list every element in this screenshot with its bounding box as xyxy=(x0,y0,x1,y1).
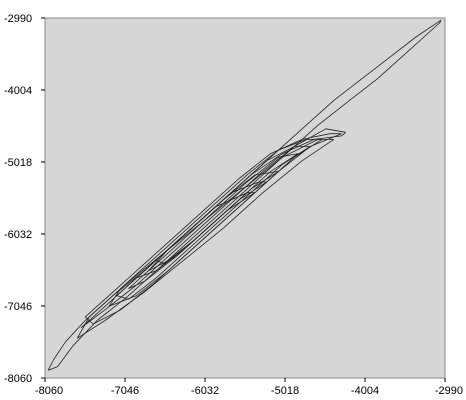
y-tick-label: -7046 xyxy=(4,301,32,313)
y-tick-label: -4004 xyxy=(4,85,32,97)
y-tick-label: -8060 xyxy=(4,373,32,385)
x-tick-label: -4004 xyxy=(351,385,379,397)
trajectory-series xyxy=(47,19,442,371)
y-axis-ticks: -2990 -4004 -5018 -6032 -7046 -8060 xyxy=(4,13,45,385)
trajectory-line xyxy=(47,19,442,371)
x-tick-label: -7046 xyxy=(111,385,139,397)
x-tick-label: -8060 xyxy=(35,385,63,397)
x-axis-ticks: -8060 -7046 -6032 -5018 -4004 -2990 xyxy=(35,378,463,397)
trajectory-line xyxy=(155,192,256,265)
y-tick-label: -6032 xyxy=(4,229,32,241)
x-tick-label: -2990 xyxy=(435,385,463,397)
x-tick-label: -5018 xyxy=(271,385,299,397)
trajectory-line xyxy=(108,138,323,307)
trajectory-line xyxy=(76,138,335,339)
y-tick-label: -2990 xyxy=(4,13,32,25)
x-tick-label: -6032 xyxy=(191,385,219,397)
y-tick-label: -5018 xyxy=(4,157,32,169)
